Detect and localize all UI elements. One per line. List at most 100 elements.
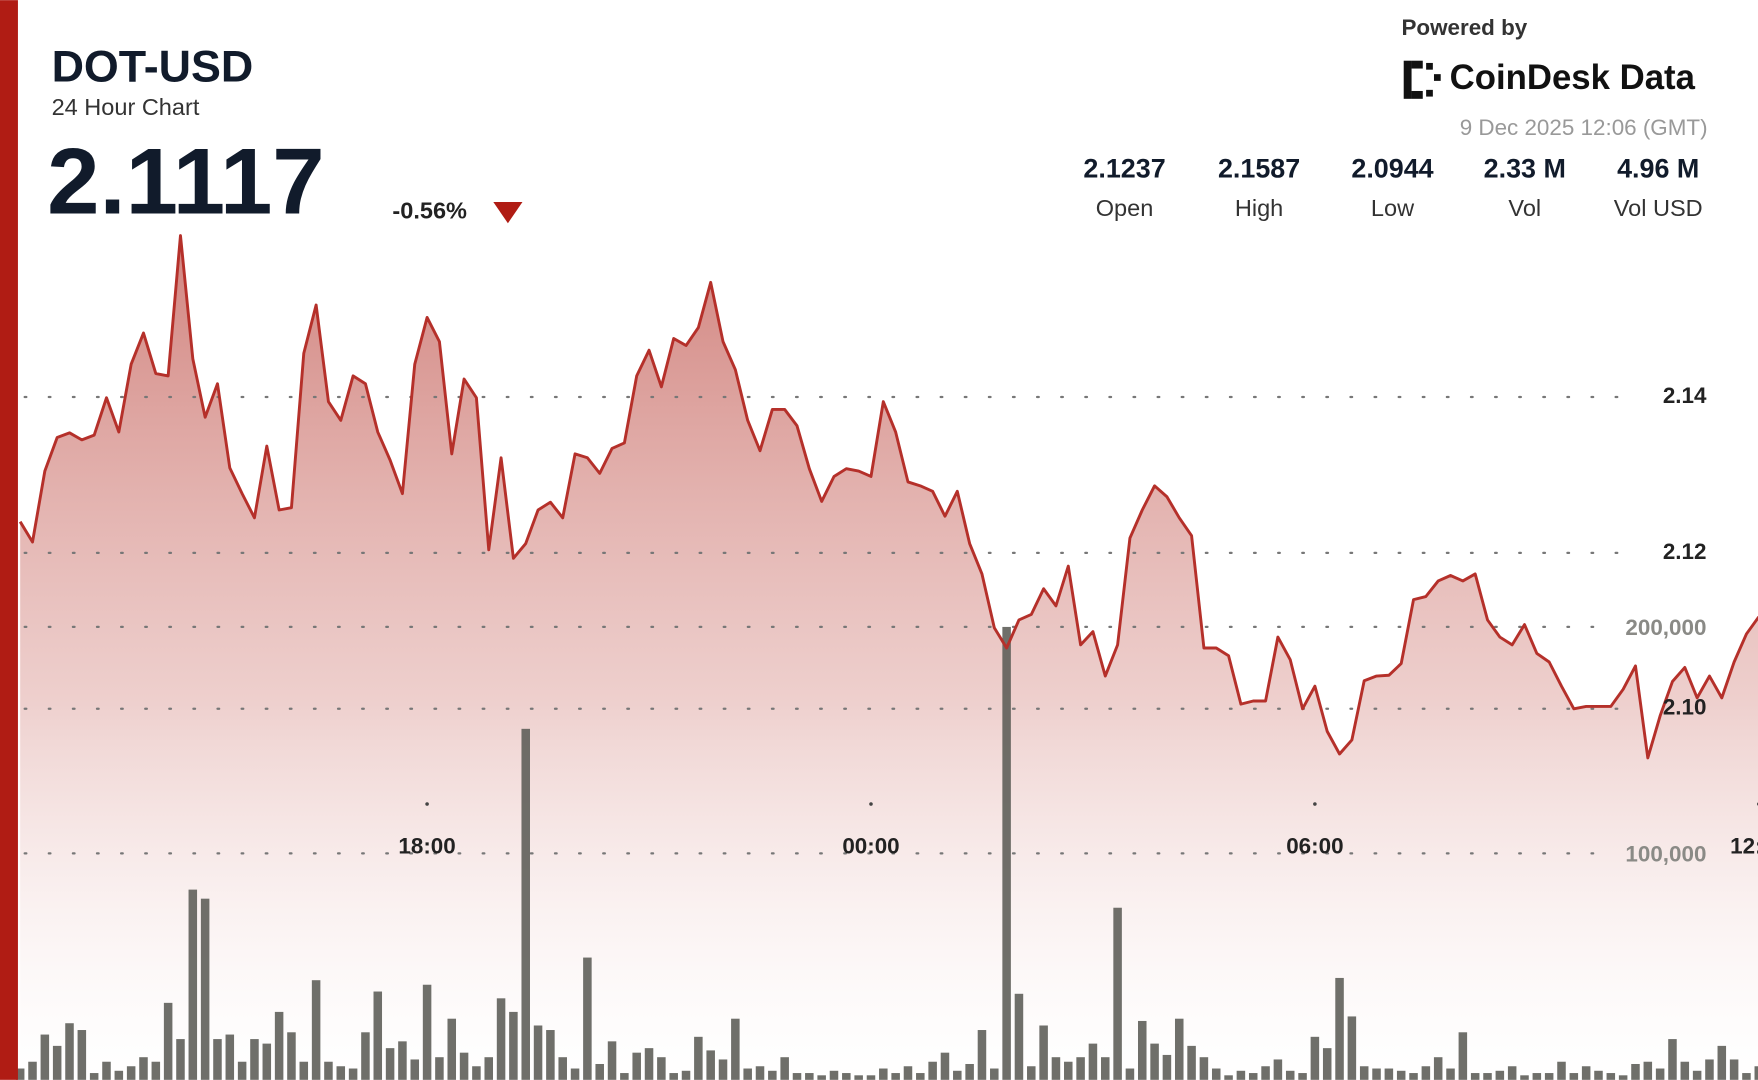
volume-bar (1655, 1068, 1665, 1080)
volume-bar (422, 984, 432, 1080)
volume-bar (1409, 1073, 1418, 1080)
layer-labels: 2.10 2.12 2.14 100,000 200,000 18:00 00:00 06:0… (398, 383, 1758, 867)
volume-bar (348, 1068, 358, 1080)
volume-bar (1248, 1073, 1258, 1080)
volume-bar (583, 957, 592, 1080)
volume-bar (1754, 1066, 1758, 1080)
volume-bar (188, 889, 198, 1080)
volume-bar (102, 1061, 111, 1080)
volume-bar (1618, 1075, 1628, 1080)
layer-grid (23, 395, 1758, 855)
volume-bar (1298, 1073, 1307, 1080)
volume-bar (1162, 1054, 1172, 1080)
volume-bar (940, 1052, 950, 1080)
volume-bar (1335, 977, 1344, 1080)
volume-bar (237, 1061, 247, 1080)
x-tick-mark (1313, 802, 1317, 806)
volume-bar (805, 1073, 814, 1080)
price: 2.1117 (47, 128, 325, 233)
y-tick-label: 2.10 (1663, 695, 1707, 720)
volume-bar (385, 1048, 395, 1080)
volume-bar (1421, 1066, 1431, 1080)
volume-bar (89, 1073, 99, 1080)
volume-bar (1557, 1061, 1566, 1080)
volume-bar (1520, 1075, 1529, 1080)
volume-bar (632, 1052, 641, 1080)
volume-bar (1064, 1061, 1073, 1080)
volume-bar (15, 1068, 25, 1080)
volume-bar (792, 1073, 802, 1080)
volume-bar (1076, 1057, 1085, 1080)
volume-bar (607, 1041, 617, 1080)
volume-bar (163, 1002, 173, 1080)
volume-bar (780, 1057, 789, 1080)
layer-area (20, 235, 1758, 1080)
volume-bar (1581, 1066, 1591, 1080)
volume-bar (977, 1030, 987, 1080)
volume-bar (361, 1032, 370, 1080)
stat-value: 4.96 M (1617, 154, 1699, 184)
volume-bar (620, 1073, 629, 1080)
volume-bar (176, 1039, 185, 1080)
volume-bar (1027, 1066, 1036, 1080)
volume-bar (1224, 1075, 1233, 1080)
plot-area: 2.10 2.12 2.14 100,000 200,000 18:00 00:00 06:0… (15, 234, 1758, 1080)
volume-bar (250, 1039, 259, 1080)
volume-bar (1113, 907, 1122, 1080)
volume-bar (1051, 1057, 1061, 1080)
layer-bars (15, 626, 1758, 1080)
change: -0.56% (392, 197, 467, 223)
volume-bar (1285, 1070, 1295, 1080)
stat-label: Vol USD (1614, 195, 1703, 221)
volume-bar (768, 1070, 777, 1080)
x-tick-label: 00:00 (842, 834, 899, 859)
accent-bar (0, 0, 18, 1080)
stat-value: 2.1237 (1083, 154, 1165, 184)
volume-bar (311, 980, 321, 1080)
volume-bar (1101, 1057, 1110, 1080)
volume-bar (1742, 1073, 1751, 1080)
volume-bar (324, 1061, 333, 1080)
volume-bar (1680, 1061, 1690, 1080)
volume-bar (1643, 1061, 1653, 1080)
volume-bar (842, 1073, 851, 1080)
volume-bar (916, 1073, 925, 1080)
x-tick-mark (869, 802, 873, 806)
volume-bar (435, 1057, 444, 1080)
volume-bar (1273, 1059, 1283, 1080)
layer-line (18, 234, 1758, 760)
volume-bar (1150, 1043, 1159, 1080)
volume-bar (472, 1066, 481, 1080)
volume-bar (903, 1066, 913, 1080)
volume-bar (1532, 1073, 1542, 1080)
volume-bar (1039, 1025, 1048, 1080)
volume-bar (1705, 1059, 1714, 1080)
price-area (20, 235, 1758, 1080)
stat-value: 2.0944 (1351, 154, 1433, 184)
volume-bar (373, 991, 383, 1080)
x-tick-label: 06:00 (1286, 834, 1343, 859)
volume-bar (1384, 1068, 1394, 1080)
volume-bar (731, 1018, 740, 1080)
volume-bar (1446, 1068, 1455, 1080)
volume-bar (28, 1061, 37, 1080)
volume-bar (1125, 1068, 1135, 1080)
volume-bar (496, 998, 506, 1080)
volume-bar (657, 1057, 666, 1080)
y2-tick-label: 200,000 (1625, 615, 1706, 640)
volume-bar (570, 1068, 580, 1080)
volume-bar (65, 1023, 74, 1080)
stat-label: Low (1371, 195, 1415, 221)
volume-bar (1396, 1070, 1406, 1080)
brand-logo (1403, 60, 1441, 99)
volume-bar (718, 1059, 728, 1080)
stat-label: Open (1096, 195, 1154, 221)
volume-bar (410, 1059, 420, 1080)
volume-bar (200, 898, 210, 1080)
volume-bar (1002, 626, 1011, 1080)
volume-bar (287, 1032, 296, 1080)
volume-bar (484, 1057, 494, 1080)
volume-bar (1470, 1073, 1480, 1080)
volume-bar (817, 1075, 826, 1080)
